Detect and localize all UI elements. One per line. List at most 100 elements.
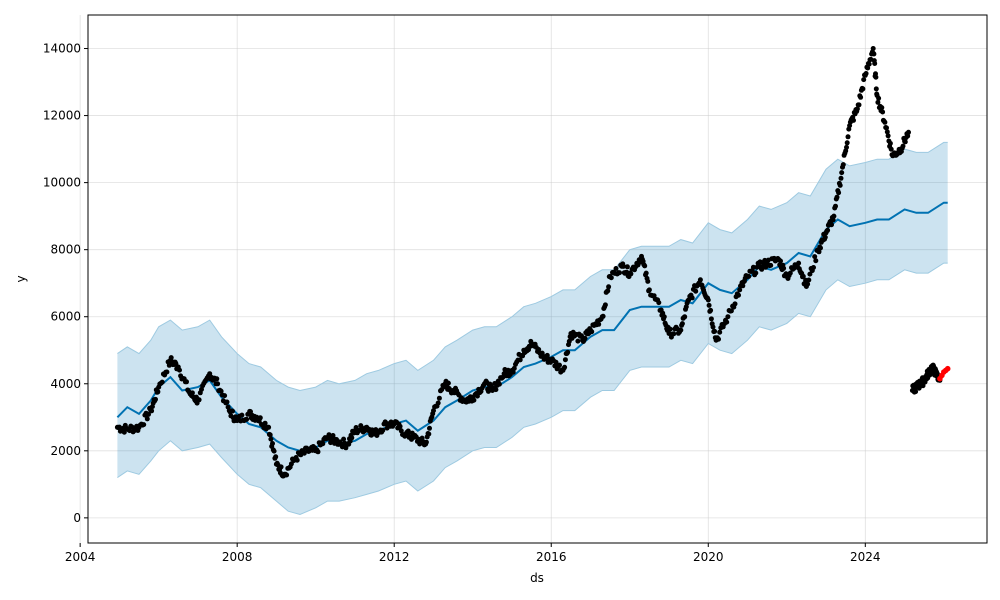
observed-point	[196, 397, 202, 403]
observed-point	[876, 95, 882, 101]
y-tick-label: 14000	[43, 42, 81, 56]
observed-point	[553, 359, 559, 365]
observed-point	[617, 270, 622, 276]
observed-point	[642, 263, 648, 269]
observed-point	[671, 331, 677, 337]
observed-point	[144, 416, 150, 422]
observed-point	[888, 146, 894, 152]
x-axis-ticks: 2004 2008 2012 2016 2020 2024	[65, 543, 881, 564]
observed-point	[800, 273, 806, 279]
observed-point	[833, 203, 838, 209]
x-tick-label: 2004	[65, 550, 96, 564]
observed-point	[230, 408, 235, 414]
observed-point	[873, 74, 879, 80]
observed-point	[844, 144, 849, 150]
observed-point	[510, 369, 516, 375]
observed-point	[168, 355, 174, 361]
x-tick-label: 2016	[536, 550, 567, 564]
observed-point	[294, 457, 300, 463]
observed-point	[753, 270, 759, 276]
observed-point	[426, 431, 432, 437]
forecast-line	[116, 201, 948, 452]
observed-point	[705, 297, 711, 303]
observed-point	[177, 367, 182, 373]
observed-point	[270, 441, 275, 446]
observed-point	[737, 287, 743, 293]
observed-point	[380, 427, 386, 433]
observed-point	[474, 393, 480, 399]
observed-point	[589, 329, 595, 335]
observed-point	[746, 273, 752, 279]
observed-point	[879, 105, 885, 111]
observed-point	[884, 129, 890, 135]
observed-point	[423, 439, 429, 445]
observed-point	[239, 412, 245, 418]
observed-point	[398, 428, 404, 434]
observed-point	[818, 245, 823, 251]
observed-point	[682, 314, 688, 320]
observed-point	[146, 411, 151, 417]
observed-point	[736, 292, 741, 298]
observed-point	[875, 99, 881, 105]
observed-point	[278, 464, 284, 470]
observed-point	[871, 51, 877, 57]
observed-point	[608, 275, 614, 281]
observed-point	[218, 388, 224, 394]
observed-point	[600, 313, 606, 319]
observed-point	[557, 362, 562, 368]
observed-point	[602, 302, 608, 308]
observed-point	[605, 288, 611, 294]
observed-point	[710, 324, 716, 330]
observed-point	[493, 387, 499, 393]
observed-point	[445, 380, 451, 386]
observed-point	[811, 265, 816, 270]
observed-point	[471, 397, 477, 403]
interval-lower-edge	[117, 262, 948, 516]
x-axis-label: ds	[530, 571, 544, 585]
observed-point	[643, 270, 649, 276]
observed-point	[159, 379, 165, 385]
observed-point	[854, 106, 860, 112]
observed-point	[257, 415, 263, 421]
y-tick-label: 12000	[43, 109, 81, 123]
observed-point	[405, 428, 411, 434]
observed-point	[334, 437, 339, 442]
observed-point	[906, 129, 911, 135]
observed-point	[872, 61, 878, 66]
y-tick-label: 6000	[50, 310, 81, 324]
x-tick-label: 2020	[693, 550, 724, 564]
observed-point	[712, 328, 718, 334]
observed-point	[562, 357, 568, 363]
x-tick-label: 2024	[850, 550, 881, 564]
observed-point	[750, 264, 756, 270]
observed-point	[267, 432, 273, 438]
observed-point	[397, 423, 403, 429]
observed-point	[349, 435, 355, 441]
observed-point	[224, 399, 230, 405]
observed-point	[214, 376, 220, 382]
observed-point	[805, 281, 811, 287]
observed-point	[861, 77, 867, 83]
observed-point	[913, 389, 919, 395]
x-tick-label: 2012	[379, 550, 410, 564]
observed-point	[575, 338, 581, 344]
plot-frame	[87, 14, 988, 544]
observed-point	[806, 277, 812, 283]
observed-point	[621, 263, 626, 269]
observed-point	[149, 408, 155, 414]
observed-point	[544, 352, 550, 358]
observed-point	[725, 314, 731, 320]
observed-point	[678, 327, 684, 333]
observed-point	[485, 388, 491, 394]
observed-point	[596, 321, 602, 327]
y-tick-label: 0	[73, 511, 81, 525]
observed-point	[353, 425, 359, 430]
observed-point	[121, 429, 127, 435]
y-tick-label: 4000	[50, 377, 81, 391]
observed-point	[845, 134, 851, 140]
interval-upper-edge	[117, 141, 948, 392]
observed-point	[882, 119, 888, 125]
observed-point	[646, 287, 652, 293]
